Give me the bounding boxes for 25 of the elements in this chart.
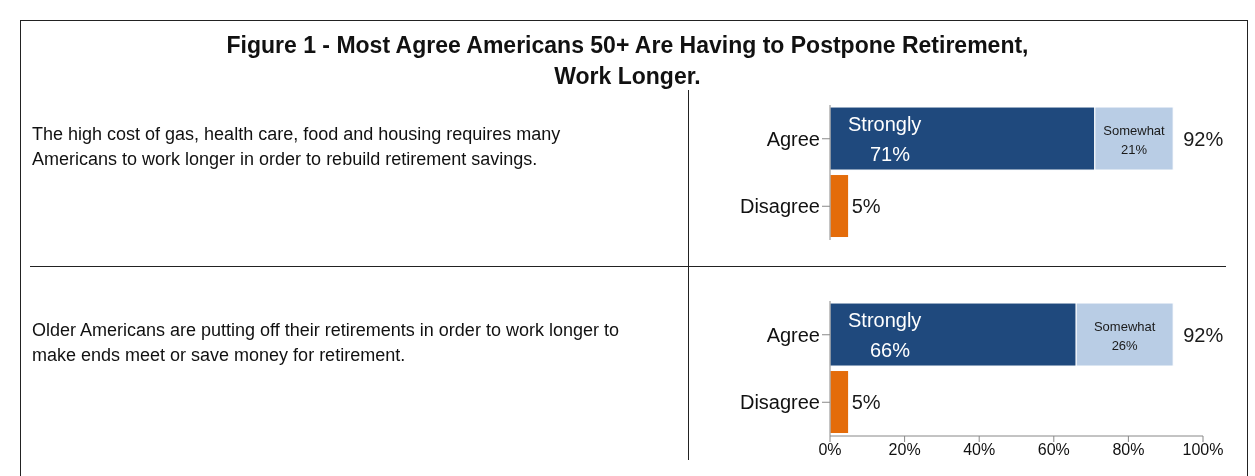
y-tick-label: Agree [766,323,820,346]
text: Figure 1 - Most Agree Americans 50+ Are Having to Postpone Retirement, Work Longer. [225,31,1030,91]
data-label: 26% [1111,337,1139,353]
y-tick-label: Disagree [739,195,820,218]
data-label: 21% [1120,141,1148,157]
series-label: Strongly [848,308,922,331]
series-label: Strongly [848,112,922,135]
text: The high cost of gas, health care, food and housing requires many Americans to work longer in order to rebuild retirement savings. [32,123,562,171]
data-label: 5% [851,391,881,414]
x-tick-label: 100% [1182,441,1224,459]
data-label: 66% [870,338,911,361]
x-tick-label: 80% [1112,441,1145,459]
x-tick-label: 0% [818,441,842,459]
series-label: Somewhat [1103,122,1166,138]
y-tick-label: Agree [766,127,820,150]
data-label: 5% [851,195,881,218]
y-tick-label: Disagree [739,391,820,414]
text: Older Americans are putting off their retirements in order to work longer to make ends meet or save money for retirement. [32,319,620,367]
total-label: 92% [1183,127,1224,150]
data-label: 71% [870,142,911,165]
x-tick-label: 60% [1037,441,1070,459]
total-label: 92% [1183,323,1224,346]
x-tick-label: 20% [888,441,921,459]
series-label: Somewhat [1093,318,1156,334]
x-tick-label: 40% [963,441,996,459]
